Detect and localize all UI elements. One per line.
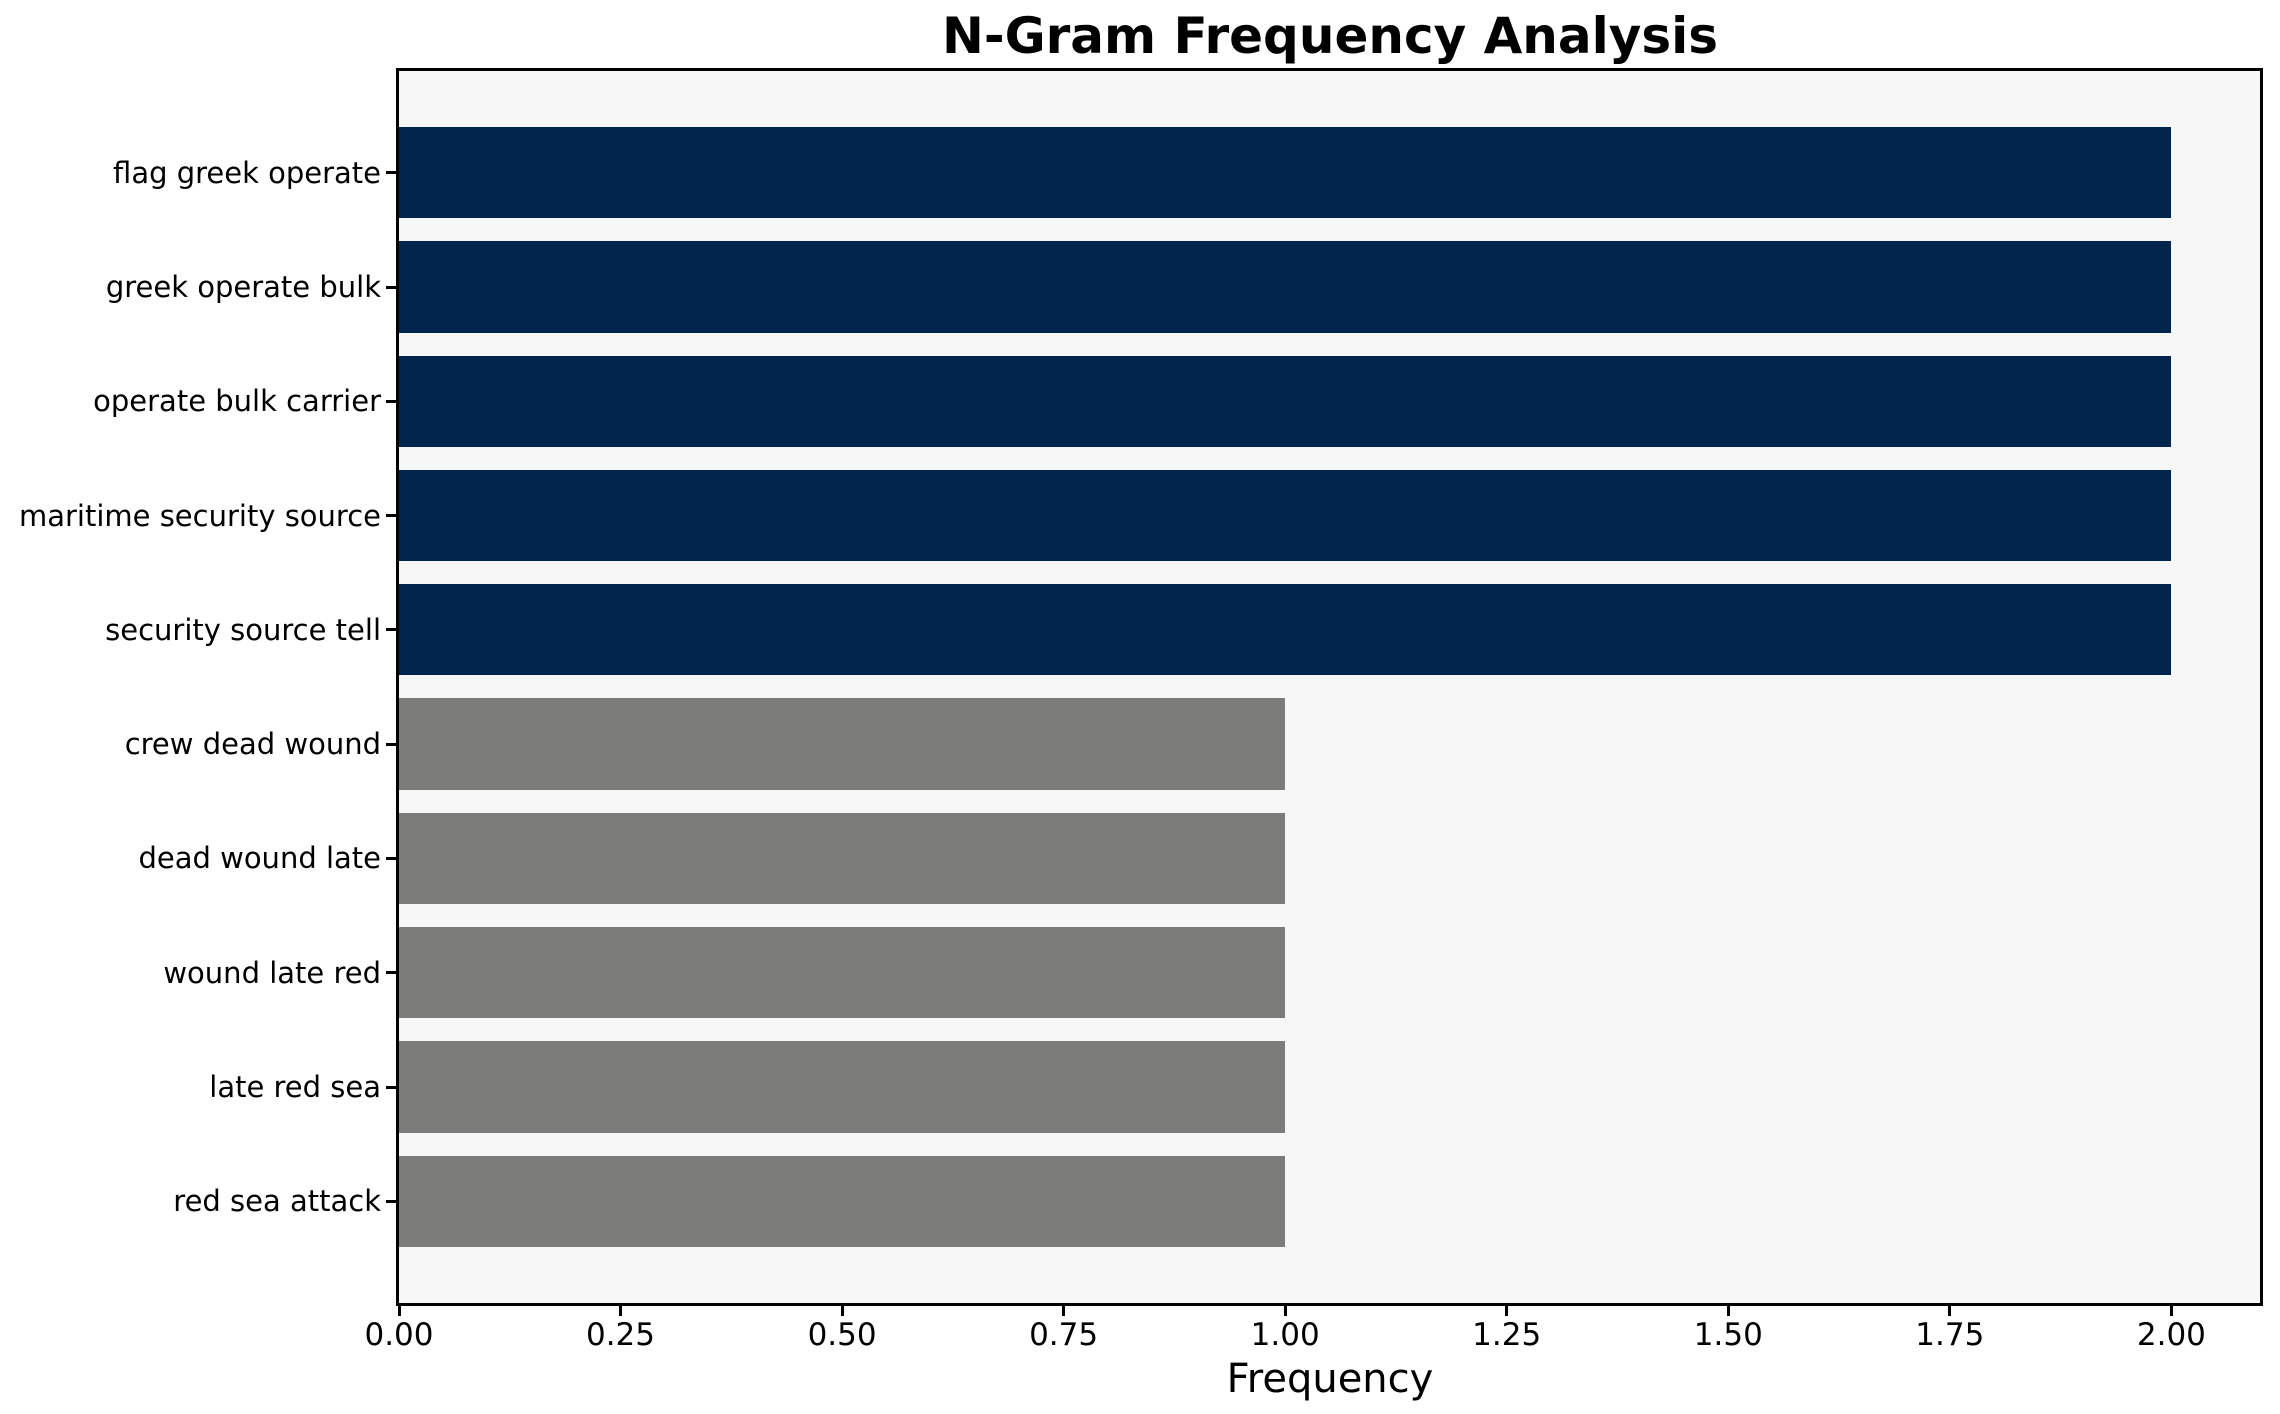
bar-dead-wound-late: [399, 812, 1286, 905]
y-tick-label: flag greek operate: [113, 155, 381, 190]
y-tick-mark: [386, 1199, 399, 1203]
bar-late-red-sea: [399, 1041, 1286, 1133]
y-tick-mark: [386, 628, 399, 632]
x-tick-mark: [1726, 1303, 1730, 1316]
bar-crew-dead-wound: [399, 698, 1286, 790]
y-tick-label: red sea attack: [173, 1184, 381, 1219]
y-tick-label: security source tell: [105, 612, 381, 647]
y-tick-mark: [386, 285, 399, 289]
bar-red-sea-attack: [399, 1155, 1286, 1247]
bar-maritime-security-source: [399, 469, 2172, 562]
x-tick-mark: [840, 1303, 844, 1316]
bar-security-source-tell: [399, 584, 2172, 676]
y-tick-label: greek operate bulk: [105, 270, 381, 304]
x-tick-label: 0.25: [585, 1317, 656, 1353]
y-tick-label: maritime security source: [18, 498, 381, 533]
y-tick-label: crew dead wound: [124, 727, 381, 762]
plot-area: [396, 68, 2263, 1306]
x-tick-label: 0.75: [1029, 1317, 1099, 1353]
x-tick-mark: [1283, 1303, 1287, 1316]
x-tick-mark: [1062, 1303, 1066, 1316]
y-tick-label: operate bulk carrier: [93, 384, 381, 419]
x-tick-label: 1.00: [1250, 1317, 1320, 1353]
y-tick-label: late red sea: [209, 1070, 381, 1104]
bar-wound-late-red: [399, 927, 1286, 1019]
x-tick-label: 2.00: [2136, 1317, 2206, 1353]
x-tick-mark: [2169, 1303, 2173, 1316]
y-tick-mark: [386, 742, 399, 746]
x-tick-label: 1.50: [1693, 1317, 1763, 1353]
x-tick-mark: [1948, 1303, 1952, 1316]
y-tick-mark: [386, 856, 399, 860]
x-tick-mark: [619, 1303, 622, 1316]
bar-operate-bulk-carrier: [399, 355, 2172, 447]
y-tick-label: dead wound late: [138, 841, 381, 876]
x-axis-label: Frequency: [1226, 1356, 1434, 1402]
y-tick-mark: [386, 399, 399, 403]
y-tick-label: wound late red: [163, 955, 381, 990]
x-tick-mark: [397, 1303, 401, 1316]
x-tick-label: 1.75: [1915, 1317, 1985, 1353]
y-tick-mark: [386, 171, 399, 175]
chart-title: N-Gram Frequency Analysis: [941, 7, 1719, 65]
x-tick-label: 1.25: [1472, 1317, 1542, 1353]
y-tick-mark: [386, 1085, 399, 1089]
x-tick-label: 0.50: [807, 1317, 877, 1353]
y-tick-mark: [386, 514, 399, 518]
x-tick-label: 0.00: [364, 1317, 434, 1353]
y-tick-mark: [386, 971, 399, 975]
bar-flag-greek-operate: [399, 127, 2172, 219]
x-tick-mark: [1505, 1303, 1509, 1316]
bar-greek-operate-bulk: [399, 241, 2172, 333]
